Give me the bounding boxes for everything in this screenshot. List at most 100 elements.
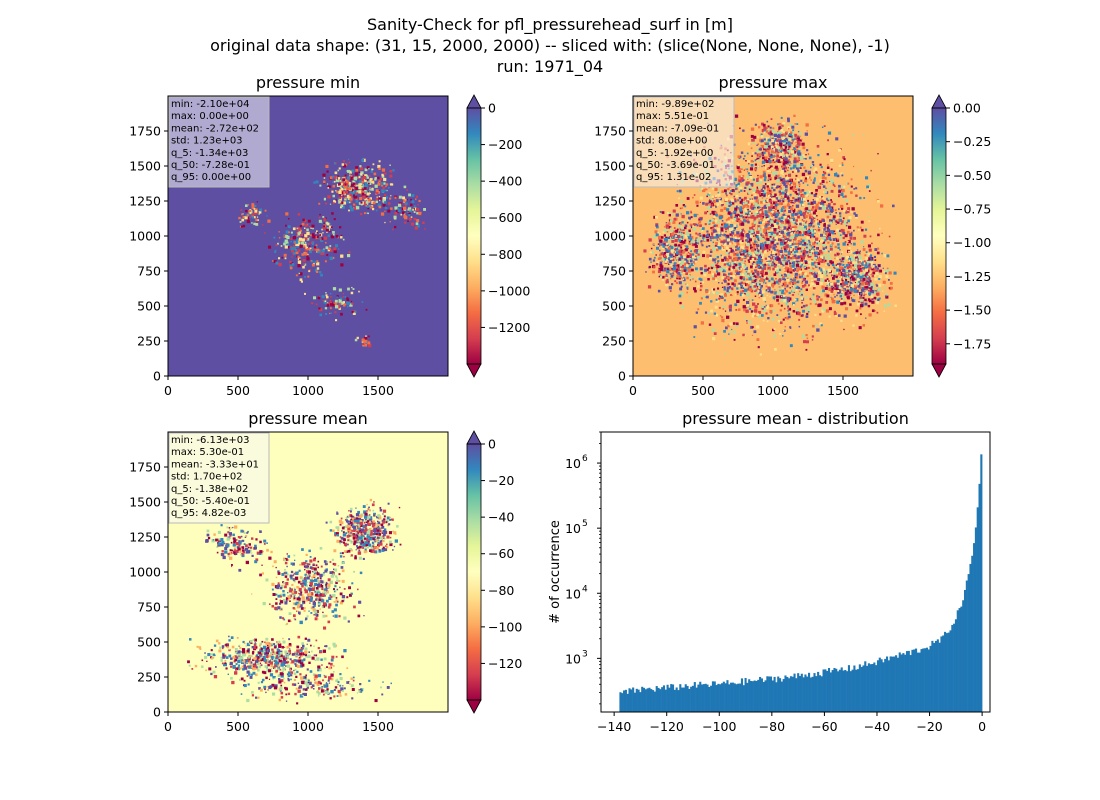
- heatmap-pixel: [791, 125, 795, 129]
- heatmap-pixel: [668, 279, 671, 282]
- heatmap-pixel: [667, 254, 671, 258]
- heatmap-pixel: [762, 206, 764, 209]
- heatmap-pixel: [361, 201, 366, 205]
- heatmap-pixel: [792, 245, 795, 249]
- heatmap-pixel: [678, 277, 681, 280]
- heatmap-pixel: [351, 286, 353, 289]
- heatmap-pixel: [353, 188, 356, 190]
- heatmap-pixel: [351, 302, 354, 305]
- heatmap-pixel: [776, 203, 779, 206]
- heatmap-pixel: [403, 199, 406, 202]
- heatmap-pixel: [761, 306, 764, 309]
- heatmap-pixel: [754, 238, 756, 240]
- colorbar-extend-bottom: [466, 363, 482, 378]
- heatmap-pixel: [831, 215, 834, 217]
- heatmap-pixel: [724, 280, 727, 283]
- heatmap-pixel: [726, 238, 730, 242]
- heatmap-pixel: [784, 219, 788, 223]
- heatmap-pixel: [836, 217, 839, 219]
- heatmap-pixel: [298, 272, 301, 275]
- heatmap-pixel: [678, 294, 682, 298]
- heatmap-pixel: [326, 228, 329, 232]
- heatmap-pixel: [766, 182, 770, 186]
- heatmap-pixel: [796, 280, 800, 284]
- heatmap-pixel: [746, 243, 750, 247]
- heatmap-pixel: [746, 304, 750, 307]
- heatmap-pixel: [729, 274, 733, 277]
- heatmap-pixel: [290, 231, 293, 234]
- heatmap-pixel: [790, 248, 793, 252]
- heatmap-pixel: [731, 251, 734, 254]
- heatmap-pixel: [662, 241, 667, 245]
- heatmap-pixel: [687, 236, 691, 239]
- heatmap-pixel: [772, 197, 776, 201]
- x-tick-label: 1500: [362, 383, 394, 398]
- heatmap-pixel: [671, 258, 675, 261]
- heatmap-pixel: [718, 294, 721, 296]
- heatmap-pixel: [356, 206, 360, 210]
- heatmap-pixel: [770, 153, 773, 156]
- heatmap-pixel: [738, 175, 741, 178]
- heatmap-pixel: [670, 264, 673, 267]
- heatmap-pixel: [350, 177, 353, 181]
- heatmap-pixel: [801, 239, 805, 243]
- heatmap-pixel: [749, 176, 753, 180]
- heatmap-pixel: [342, 293, 344, 295]
- heatmap-pixel: [684, 221, 686, 223]
- heatmap-pixel: [829, 260, 833, 264]
- heatmap-pixel: [861, 228, 864, 232]
- heatmap-pixel: [371, 183, 374, 185]
- heatmap-pixel: [817, 303, 821, 308]
- heatmap-pixel: [791, 236, 795, 239]
- heatmap-pixel: [679, 301, 682, 305]
- heatmap-pixel: [819, 179, 823, 183]
- heatmap-pixel: [337, 198, 340, 200]
- heatmap-pixel: [745, 239, 749, 242]
- heatmap-pixel: [814, 264, 817, 267]
- heatmap-pixel: [820, 230, 823, 233]
- heatmap-pixel: [334, 299, 338, 303]
- heatmap-pixel: [743, 292, 746, 295]
- heatmap-pixel: [722, 204, 724, 206]
- heatmap-pixel: [388, 202, 391, 205]
- heatmap-pixel: [772, 309, 775, 313]
- heatmap-pixel: [773, 184, 777, 188]
- heatmap-pixel: [685, 245, 689, 248]
- heatmap-pixel: [811, 279, 814, 282]
- heatmap-pixel: [735, 263, 738, 267]
- heatmap-pixel: [711, 272, 715, 276]
- heatmap-pixel: [342, 301, 345, 304]
- heatmap-pixel: [316, 248, 320, 252]
- heatmap-pixel: [798, 262, 802, 266]
- heatmap-pixel: [847, 207, 850, 211]
- heatmap-pixel: [713, 224, 716, 227]
- heatmap-pixel: [344, 296, 347, 298]
- heatmap-pixel: [756, 247, 758, 249]
- heatmap-pixel: [684, 261, 688, 265]
- heatmap-pixel: [734, 198, 737, 201]
- heatmap-pixel: [824, 177, 827, 180]
- heatmap-pixel: [775, 295, 779, 299]
- heatmap-pixel: [727, 211, 731, 215]
- heatmap-pixel: [743, 276, 745, 279]
- heatmap-pixel: [767, 317, 770, 320]
- heatmap-pixel: [733, 285, 736, 287]
- heatmap-pixel: [777, 252, 780, 255]
- heatmap-pixel: [298, 237, 302, 241]
- heatmap-pixel: [680, 241, 684, 245]
- heatmap-pixel: [753, 235, 756, 238]
- heatmap-pixel: [713, 204, 717, 208]
- heatmap-pixel: [715, 298, 718, 301]
- heatmap-pixel: [809, 243, 811, 246]
- heatmap-pixel: [781, 295, 783, 298]
- heatmap-pixel: [754, 163, 757, 166]
- heatmap-pixel: [803, 275, 806, 278]
- heatmap-pixel: [791, 133, 794, 136]
- heatmap-pixel: [853, 236, 856, 240]
- heatmap-pixel: [750, 272, 754, 276]
- heatmap-pixel: [800, 257, 803, 260]
- heatmap-pixel: [712, 337, 716, 341]
- heatmap-pixel: [753, 196, 757, 200]
- heatmap-pixel: [670, 248, 674, 252]
- heatmap-pixel: [821, 285, 825, 289]
